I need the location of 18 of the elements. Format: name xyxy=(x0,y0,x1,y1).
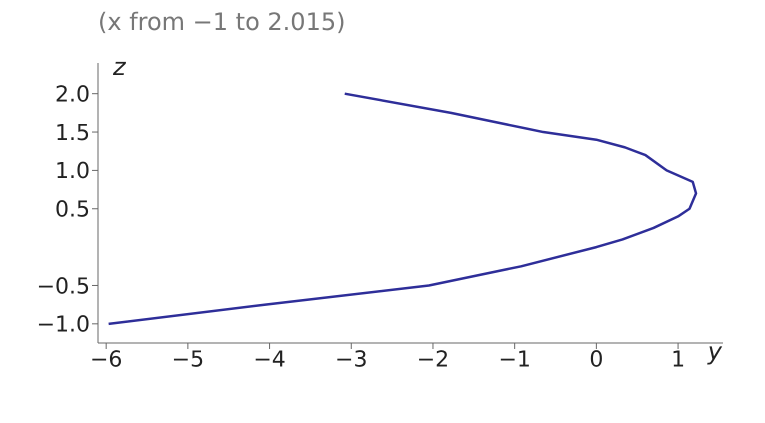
y-axis-title: z xyxy=(112,53,127,82)
y-tick-label: −0.5 xyxy=(36,274,90,300)
x-tick-label: 1 xyxy=(671,348,686,373)
x-tick-label: 0 xyxy=(589,348,604,373)
y-tick-label: −1.0 xyxy=(36,312,90,338)
x-axis-title: y xyxy=(706,338,723,366)
y-tick-label: 0.5 xyxy=(55,198,90,223)
y-tick-label: 1.5 xyxy=(55,120,90,146)
x-tick-label: −2 xyxy=(416,348,450,373)
line-series xyxy=(107,92,698,326)
x-tick-label: −5 xyxy=(172,348,204,373)
y-tick-label: 1.0 xyxy=(55,159,90,184)
x-tick-label: −4 xyxy=(253,348,286,373)
y-tick-label: 2.0 xyxy=(55,82,90,108)
chart-title: (x from −1 to 2.015) xyxy=(97,8,346,38)
x-tick-label: −1 xyxy=(498,348,531,373)
x-tick-label: −6 xyxy=(90,348,122,373)
x-tick-label: −3 xyxy=(335,348,368,373)
